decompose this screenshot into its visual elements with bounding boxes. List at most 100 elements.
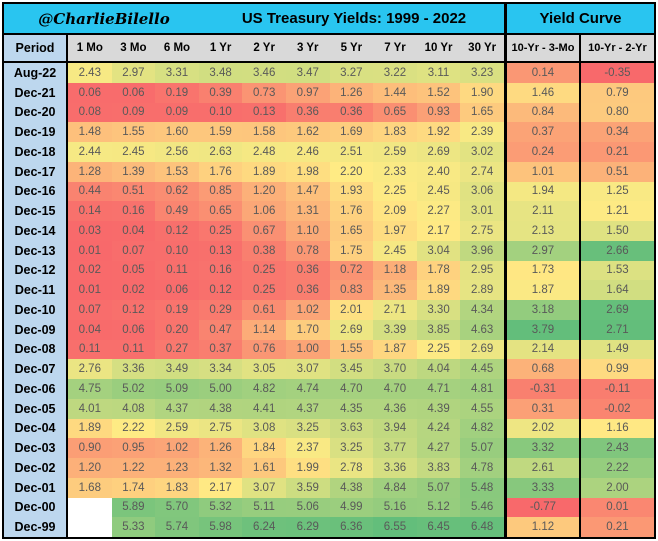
- yield-cell: 3.22: [373, 63, 417, 83]
- yield-cell: 4.78: [460, 458, 504, 478]
- spread-10yr-3mo-cell: 0.84: [503, 102, 579, 123]
- spread-10yr-2yr-cell: 1.64: [578, 280, 654, 300]
- yield-cell: 5.46: [460, 497, 504, 518]
- yield-cell: 1.02: [155, 438, 199, 458]
- yield-cell: 4.75: [68, 379, 112, 399]
- yield-cell: 4.38: [329, 477, 374, 498]
- yield-cell: 0.02: [68, 260, 112, 281]
- yield-cell: 3.70: [373, 359, 417, 379]
- yield-cell: 4.37: [155, 398, 199, 419]
- yield-cell: 0.90: [68, 438, 112, 458]
- yield-cell: 0.08: [68, 102, 112, 123]
- yield-cell: 1.98: [285, 161, 330, 182]
- yield-cell: 1.74: [111, 477, 156, 498]
- yield-cell: 2.63: [198, 142, 243, 162]
- yield-cell: 2.17: [416, 221, 461, 241]
- yield-cell: 3.77: [373, 438, 417, 458]
- yield-cell: 1.89: [68, 418, 112, 439]
- yield-cell: 1.76: [329, 201, 374, 221]
- yield-cell: 0.12: [155, 221, 199, 241]
- yield-cell: 1.89: [416, 280, 461, 300]
- yield-cell: 1.52: [416, 82, 461, 103]
- yield-cell: 3.63: [329, 418, 374, 439]
- yield-cell: 5.07: [416, 477, 461, 498]
- period-label: Dec-14: [4, 221, 68, 241]
- yield-cell: 4.08: [111, 398, 156, 419]
- yield-cell: 5.00: [198, 379, 243, 399]
- yield-cell: 1.00: [285, 339, 330, 360]
- yield-cell: 0.37: [198, 339, 243, 360]
- yield-cell: 5.98: [198, 517, 243, 537]
- period-label: Dec-10: [4, 300, 68, 320]
- yield-cell: 4.39: [416, 398, 461, 419]
- column-header-30yr: 30 Yr: [460, 35, 504, 63]
- yield-cell: 4.63: [460, 319, 504, 340]
- yield-cell: 2.43: [68, 63, 112, 83]
- yield-cell: 2.33: [373, 161, 417, 182]
- yield-cell: 2.95: [460, 260, 504, 281]
- yield-cell: 3.01: [460, 201, 504, 221]
- yield-cell: 3.46: [242, 63, 286, 83]
- yield-cell: 0.62: [155, 181, 199, 202]
- yield-cell: 0.65: [373, 102, 417, 123]
- yield-cell: 5.16: [373, 497, 417, 518]
- yield-cell: 0.06: [111, 319, 156, 340]
- period-label: Dec-09: [4, 319, 68, 340]
- yield-cell: 1.61: [242, 458, 286, 478]
- yield-cell: 1.53: [155, 161, 199, 182]
- yield-cell: 0.03: [68, 221, 112, 241]
- period-label: Dec-11: [4, 280, 68, 300]
- yield-cell: 3.36: [111, 359, 156, 379]
- yield-cell: 0.02: [111, 280, 156, 300]
- column-header-10yr-3mo-spread: 10-Yr - 3-Mo: [503, 35, 579, 63]
- column-header-3mo: 3 Mo: [111, 35, 156, 63]
- period-label: Dec-19: [4, 122, 68, 142]
- yield-cell: 0.67: [242, 221, 286, 241]
- spread-10yr-2yr-cell: -0.11: [578, 379, 654, 399]
- yield-cell: 0.19: [155, 82, 199, 103]
- yield-cell: 1.55: [329, 339, 374, 360]
- yield-cell: 0.01: [68, 280, 112, 300]
- spread-10yr-2yr-cell: 1.49: [578, 339, 654, 360]
- yield-cell: 4.04: [416, 359, 461, 379]
- yield-cell: 0.07: [111, 240, 156, 261]
- yield-cell: 5.89: [111, 497, 156, 518]
- spread-10yr-3mo-cell: 3.79: [503, 319, 579, 340]
- yield-cell: 0.36: [285, 260, 330, 281]
- yield-cell: 1.14: [242, 319, 286, 340]
- yield-cell: 3.04: [416, 240, 461, 261]
- yield-cell: 3.05: [242, 359, 286, 379]
- period-label: Dec-00: [4, 497, 68, 518]
- yield-cell: 4.82: [242, 379, 286, 399]
- yield-cell: 6.45: [416, 517, 461, 537]
- yield-cell: 0.06: [68, 82, 112, 103]
- yield-cell: 0.13: [198, 240, 243, 261]
- period-label: Dec-02: [4, 458, 68, 478]
- yield-cell: 0.06: [111, 82, 156, 103]
- spread-10yr-3mo-cell: 2.13: [503, 221, 579, 241]
- yield-cell: 4.36: [373, 398, 417, 419]
- yield-cell: 0.09: [111, 102, 156, 123]
- period-label: Dec-12: [4, 260, 68, 281]
- yield-cell: 1.06: [242, 201, 286, 221]
- yield-cell: 5.32: [198, 497, 243, 518]
- yield-cell: 3.39: [373, 319, 417, 340]
- yield-cell: 2.78: [329, 458, 374, 478]
- spread-10yr-2yr-cell: 2.71: [578, 319, 654, 340]
- yield-cell: 0.36: [285, 280, 330, 300]
- spread-10yr-3mo-cell: 0.37: [503, 122, 579, 142]
- spread-10yr-3mo-cell: 1.46: [503, 82, 579, 103]
- yield-cell: 4.01: [68, 398, 112, 419]
- yield-cell: 2.17: [198, 477, 243, 498]
- yield-cell: 6.48: [460, 517, 504, 537]
- yield-cell: 4.71: [416, 379, 461, 399]
- yield-cell: 1.76: [198, 161, 243, 182]
- yield-cell: 3.83: [416, 458, 461, 478]
- period-label: Aug-22: [4, 63, 68, 83]
- yield-cell: 0.10: [155, 240, 199, 261]
- spread-10yr-3mo-cell: 3.18: [503, 300, 579, 320]
- yield-cell: 0.25: [242, 280, 286, 300]
- yield-cell: 2.01: [329, 300, 374, 320]
- yield-cell: 2.46: [285, 142, 330, 162]
